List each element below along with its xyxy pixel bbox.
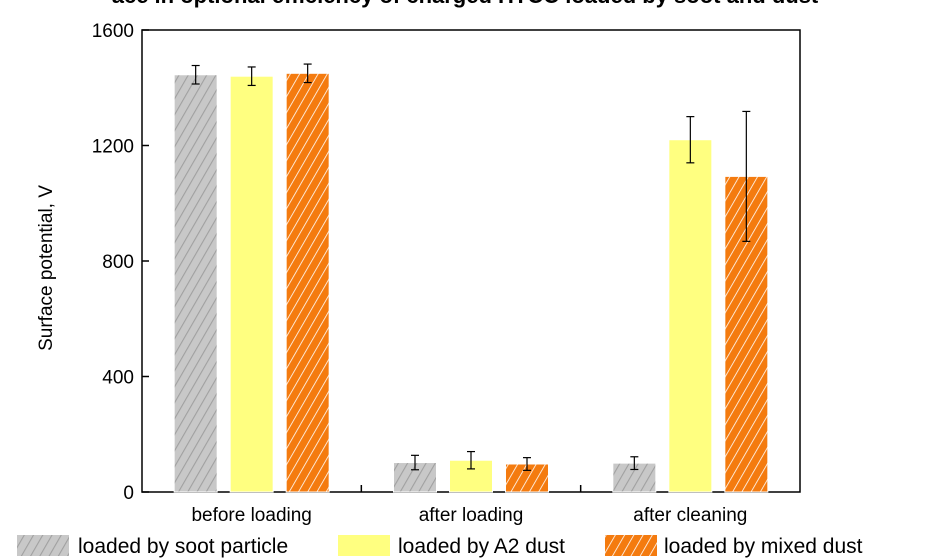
- error-bar: [303, 63, 312, 84]
- y-tick-label: 400: [102, 368, 134, 389]
- legend-item: loaded by mixed dust: [605, 535, 863, 558]
- error-bar: [686, 116, 695, 164]
- x-tick-label: after cleaning: [633, 505, 747, 526]
- y-tick-label: 1200: [92, 137, 134, 158]
- legend-swatch: [605, 535, 657, 556]
- error-bar: [742, 110, 751, 242]
- legend: loaded by soot particle loaded by A2 dust…: [17, 535, 863, 558]
- bars: [173, 72, 769, 493]
- legend-item: loaded by soot particle: [17, 535, 288, 558]
- chart-title: ace in optional efficiency of charged HT…: [112, 0, 819, 8]
- legend-label: loaded by A2 dust: [398, 535, 565, 558]
- x-axis: before loading after loading after cleanin…: [191, 485, 747, 526]
- error-bars: [191, 63, 751, 471]
- legend-swatch: [338, 535, 390, 556]
- x-tick-label: before loading: [191, 505, 311, 526]
- error-bar: [630, 456, 639, 471]
- error-bar: [523, 457, 531, 471]
- bar: [229, 75, 274, 493]
- y-axis-title: Surface potential, V: [36, 185, 57, 351]
- bar: [668, 139, 713, 493]
- y-tick-label: 1600: [92, 21, 134, 42]
- error-bar: [467, 450, 475, 470]
- error-bar: [191, 64, 200, 85]
- error-bar: [247, 66, 256, 87]
- legend-item: loaded by A2 dust: [338, 535, 565, 558]
- error-bar: [411, 454, 419, 471]
- bar: [285, 72, 330, 493]
- x-tick-label: after loading: [419, 505, 524, 526]
- y-axis: 0 400 800 1200 1600: [92, 21, 149, 504]
- bar: [173, 74, 218, 493]
- legend-label: loaded by soot particle: [78, 535, 288, 558]
- y-tick-label: 800: [102, 252, 134, 273]
- y-tick-label: 0: [123, 483, 134, 504]
- legend-label: loaded by mixed dust: [664, 535, 863, 558]
- legend-swatch: [17, 535, 69, 556]
